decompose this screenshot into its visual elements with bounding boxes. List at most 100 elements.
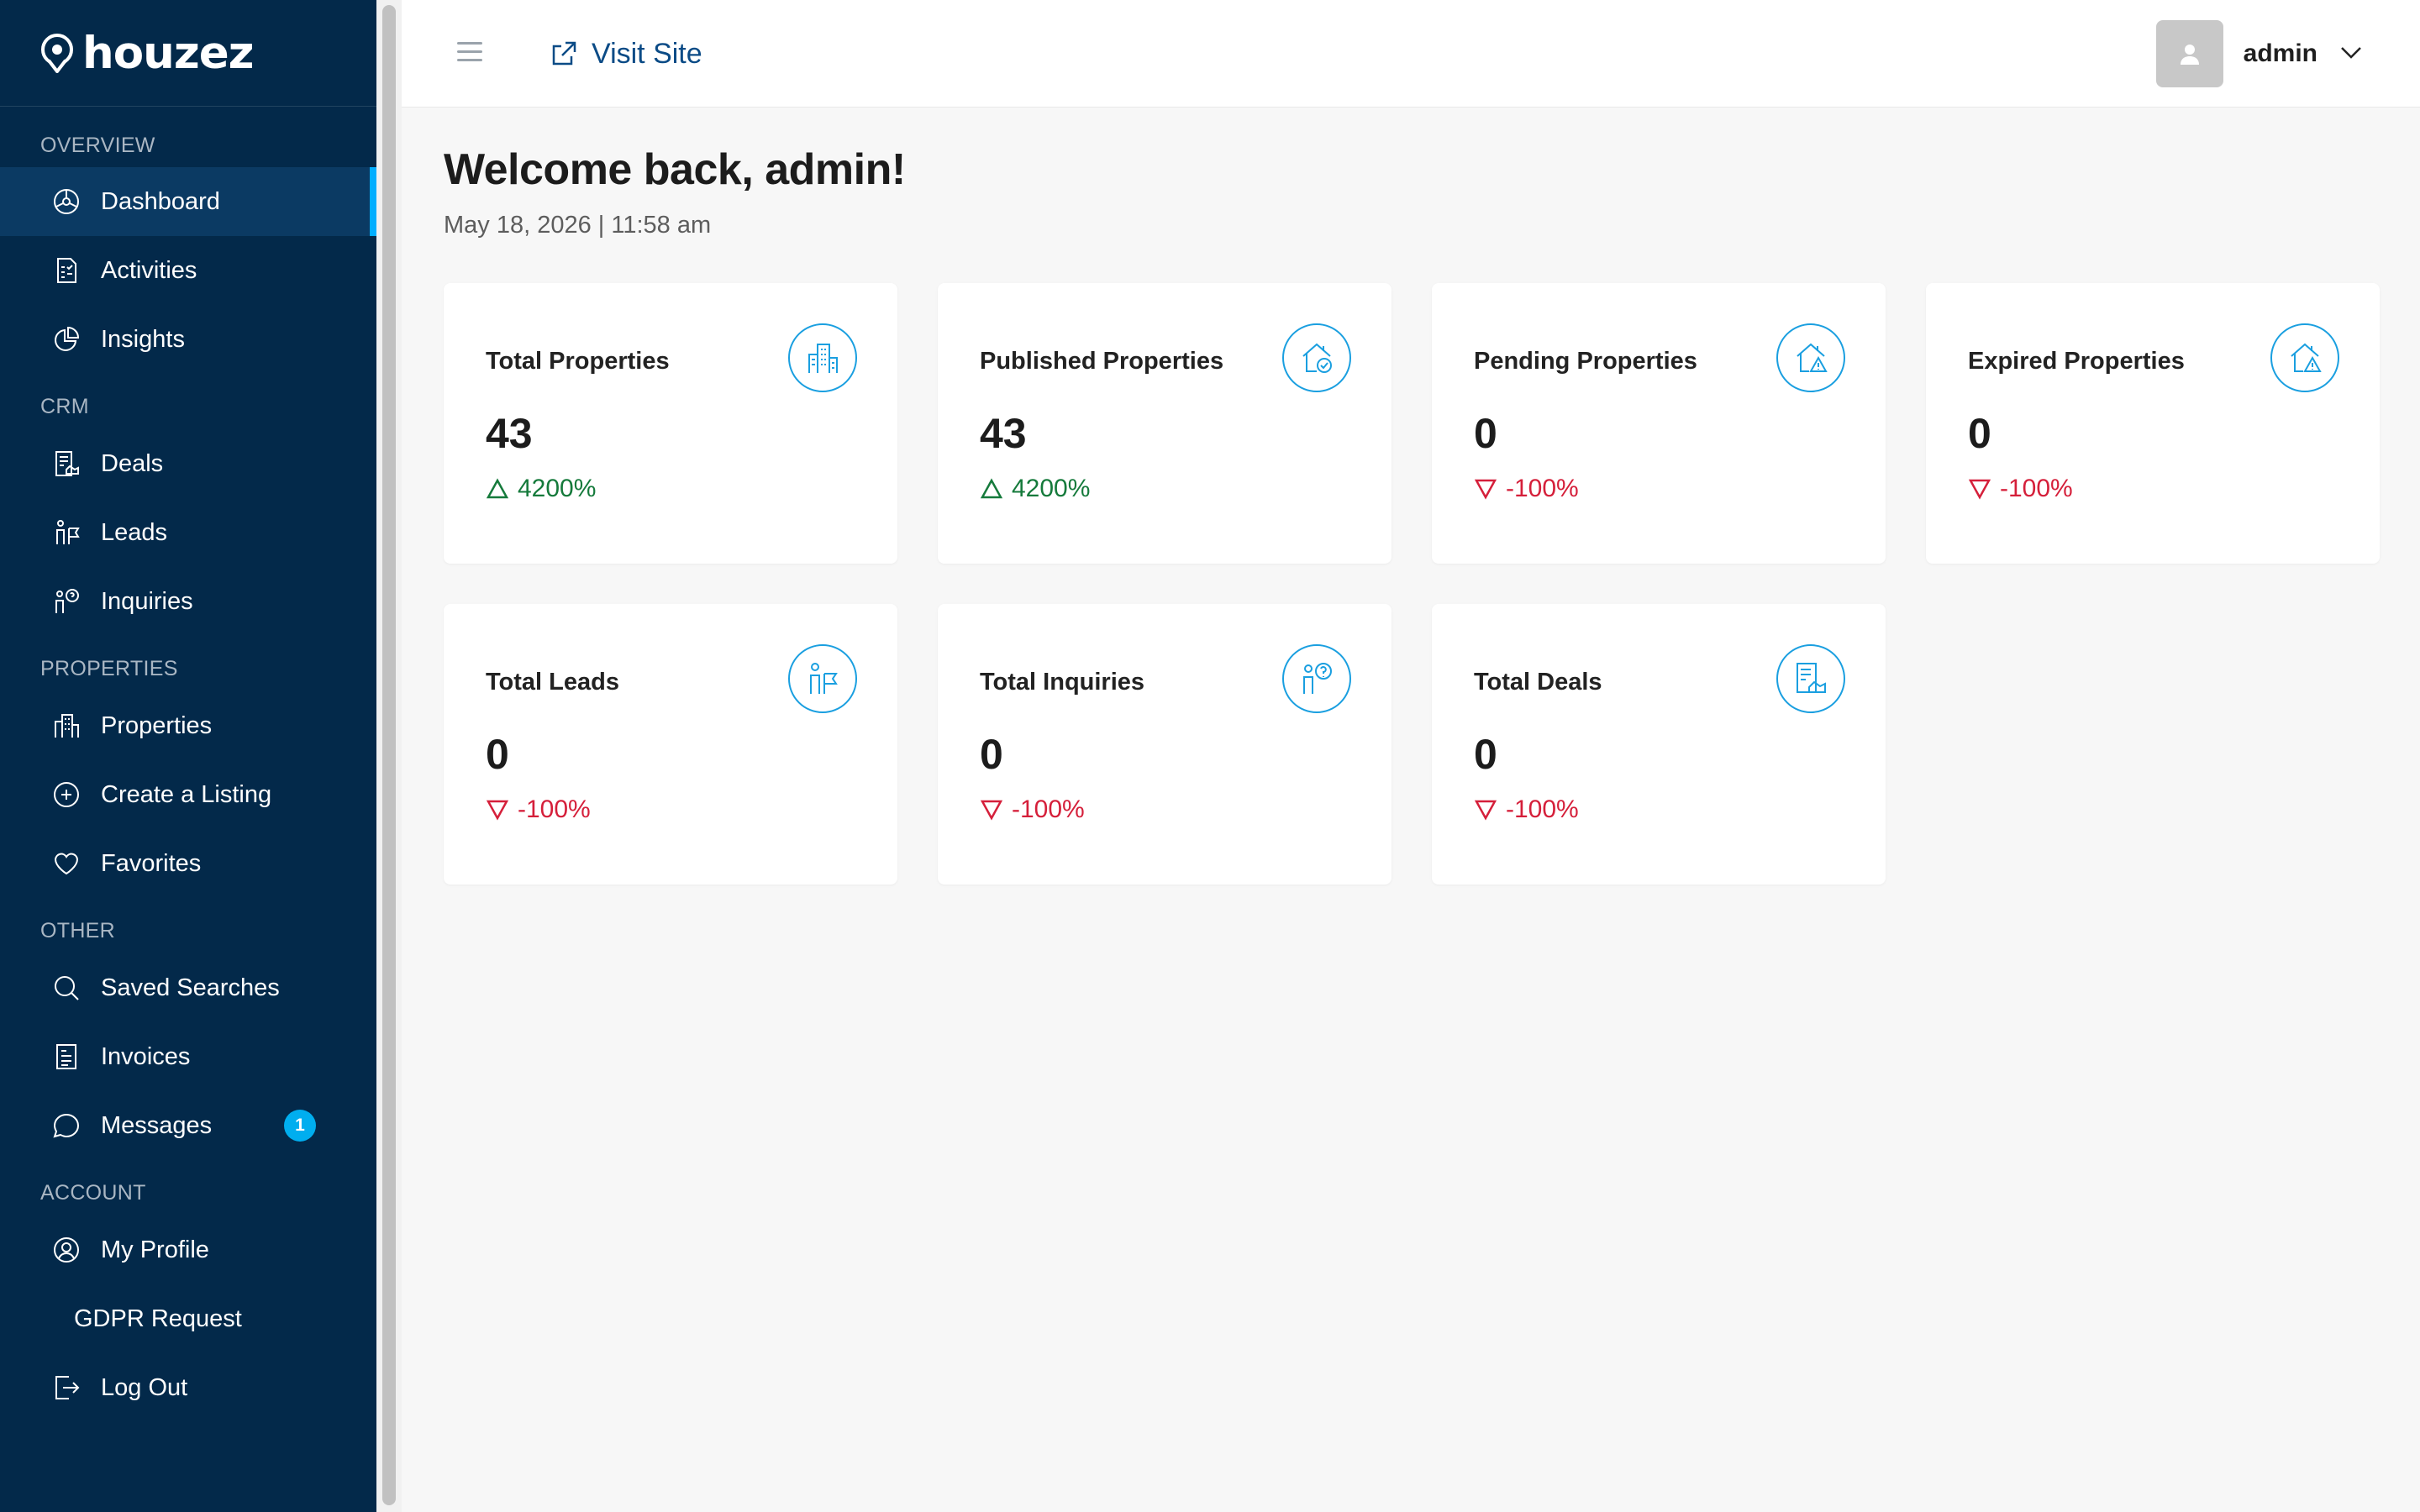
- deals-icon: [52, 449, 81, 478]
- user-name: admin: [2243, 39, 2317, 67]
- trend-down-icon: [486, 800, 509, 821]
- brand-logo[interactable]: houzez: [0, 0, 376, 107]
- sidebar-scrollbar[interactable]: [376, 0, 402, 1512]
- card-change-value: 4200%: [1012, 475, 1091, 502]
- card-change-value: -100%: [2000, 475, 2073, 502]
- search-icon: [52, 974, 81, 1002]
- sidebar-item-label: Saved Searches: [101, 974, 280, 1001]
- card-change: -100%: [1474, 475, 1844, 503]
- invoice-icon: [52, 1042, 81, 1071]
- sidebar-item-inquiries[interactable]: Inquiries: [0, 567, 376, 636]
- card-change: -100%: [1968, 475, 2338, 503]
- trend-down-icon: [1474, 800, 1497, 821]
- sidebar-item-label: My Profile: [101, 1236, 209, 1263]
- trend-up-icon: [980, 478, 1003, 499]
- sidebar-item-dashboard[interactable]: Dashboard: [0, 167, 376, 236]
- card-value: 0: [1474, 410, 1497, 457]
- card-title: Total Deals: [1474, 669, 1602, 696]
- location-pin-icon: [41, 34, 73, 73]
- sidebar-item-leads[interactable]: Leads: [0, 498, 376, 567]
- stat-card-pending-properties: Pending Properties 0 -100%: [1432, 283, 1886, 564]
- sidebar-item-label: Log Out: [101, 1373, 188, 1401]
- sidebar-item-my-profile[interactable]: My Profile: [0, 1215, 376, 1284]
- sidebar-item-properties[interactable]: Properties: [0, 691, 376, 760]
- sidebar-item-label: Create a Listing: [101, 780, 272, 808]
- chat-icon: [52, 1111, 81, 1140]
- dashboard-icon: [52, 187, 81, 216]
- menu-toggle-icon[interactable]: [457, 42, 482, 66]
- page-title: Welcome back, admin!: [444, 145, 906, 194]
- sidebar-item-insights[interactable]: Insights: [0, 305, 376, 374]
- stats-grid: Total Properties 43 4200% Published Prop…: [444, 283, 2380, 885]
- section-overview: OVERVIEW: [40, 133, 155, 157]
- sidebar-item-label: Insights: [101, 325, 185, 353]
- sidebar-item-messages[interactable]: Messages 1: [0, 1091, 376, 1160]
- section-crm: CRM: [40, 395, 89, 418]
- sidebar-item-invoices[interactable]: Invoices: [0, 1022, 376, 1091]
- sidebar: houzez OVERVIEW Dashboard Activities Ins…: [0, 0, 376, 1512]
- stat-card-total-deals: Total Deals 0 -100%: [1432, 604, 1886, 885]
- sidebar-item-label: GDPR Request: [74, 1305, 242, 1332]
- user-circle-icon: [52, 1236, 81, 1264]
- properties-icon: [52, 711, 81, 740]
- stat-card-published-properties: Published Properties 43 4200%: [938, 283, 1392, 564]
- trend-down-icon: [1474, 479, 1497, 500]
- leads-icon: [52, 518, 81, 547]
- house-warning-icon: [1776, 323, 1845, 392]
- inquiries-icon: [52, 587, 81, 616]
- scrollbar-thumb[interactable]: [382, 5, 396, 1505]
- visit-site-link[interactable]: Visit Site: [550, 34, 702, 74]
- brand-name: houzez: [82, 27, 255, 79]
- avatar[interactable]: [2155, 20, 2223, 87]
- unread-badge: 1: [284, 1110, 316, 1142]
- card-change: 4200%: [486, 475, 855, 503]
- sidebar-item-label: Leads: [101, 518, 168, 546]
- sidebar-item-gdpr-request[interactable]: GDPR Request: [0, 1284, 376, 1353]
- card-change: 4200%: [980, 475, 1349, 503]
- visit-site-label: Visit Site: [592, 37, 702, 70]
- topbar: Visit Site admin: [402, 0, 2420, 108]
- card-change-value: 4200%: [518, 475, 597, 502]
- trend-up-icon: [486, 478, 509, 499]
- card-value: 0: [1474, 731, 1497, 778]
- card-title: Published Properties: [980, 348, 1224, 375]
- chevron-down-icon[interactable]: [2338, 39, 2365, 70]
- deal-document-icon: [1776, 644, 1845, 713]
- heart-icon: [52, 849, 81, 878]
- card-value: 0: [980, 731, 1003, 778]
- sidebar-item-log-out[interactable]: Log Out: [0, 1353, 376, 1422]
- sidebar-item-activities[interactable]: Activities: [0, 236, 376, 305]
- section-properties: PROPERTIES: [40, 657, 178, 680]
- card-value: 43: [980, 410, 1027, 457]
- sidebar-item-favorites[interactable]: Favorites: [0, 829, 376, 898]
- sidebar-item-label: Inquiries: [101, 587, 193, 615]
- stat-card-total-properties: Total Properties 43 4200%: [444, 283, 897, 564]
- card-value: 0: [486, 731, 509, 778]
- logout-icon: [52, 1373, 81, 1402]
- sidebar-item-create-listing[interactable]: Create a Listing: [0, 760, 376, 829]
- card-title: Total Properties: [486, 348, 670, 375]
- card-change-value: -100%: [518, 795, 591, 823]
- sidebar-item-label: Activities: [101, 256, 197, 284]
- card-change: -100%: [1474, 795, 1844, 824]
- house-warning-icon: [2270, 323, 2339, 392]
- trend-down-icon: [1968, 479, 1991, 500]
- card-value: 43: [486, 410, 533, 457]
- insights-icon: [52, 325, 81, 354]
- user-menu[interactable]: admin: [2155, 20, 2365, 87]
- card-change-value: -100%: [1506, 795, 1579, 823]
- card-change: -100%: [980, 795, 1349, 824]
- sidebar-item-label: Invoices: [101, 1042, 191, 1070]
- sidebar-item-label: Messages: [101, 1111, 213, 1139]
- sidebar-item-label: Dashboard: [101, 187, 220, 215]
- card-change: -100%: [486, 795, 855, 824]
- sidebar-item-deals[interactable]: Deals: [0, 429, 376, 498]
- activities-icon: [52, 256, 81, 285]
- external-link-icon: [552, 41, 576, 66]
- card-change-value: -100%: [1506, 475, 1579, 502]
- house-check-icon: [1282, 323, 1351, 392]
- sidebar-item-saved-searches[interactable]: Saved Searches: [0, 953, 376, 1022]
- card-value: 0: [1968, 410, 1991, 457]
- card-title: Expired Properties: [1968, 348, 2185, 375]
- card-change-value: -100%: [1012, 795, 1085, 823]
